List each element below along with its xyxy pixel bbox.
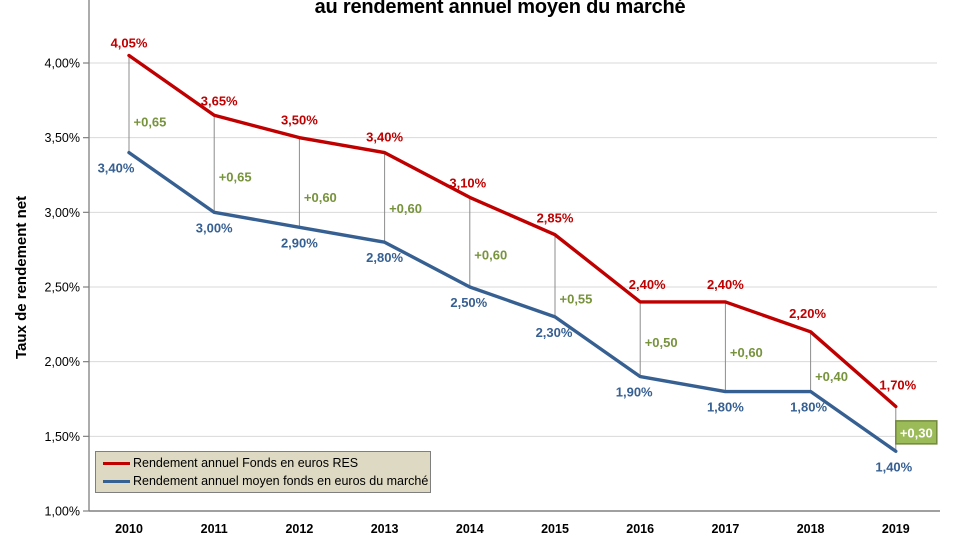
axes [83, 0, 940, 512]
legend-item-res: Rendement annuel Fonds en euros RES [103, 456, 430, 470]
chart-title: au rendement annuel moyen du marché [314, 0, 686, 18]
svg-text:2,80%: 2,80% [366, 250, 403, 265]
svg-text:2,90%: 2,90% [281, 235, 318, 250]
market-point-labels: 3,40% 3,00% 2,90% 2,80% 2,50% 2,30% 1,90% 1,80%… [98, 161, 913, 475]
svg-text:2,00%: 2,00% [45, 355, 80, 369]
svg-text:4,05%: 4,05% [111, 36, 148, 51]
svg-text:1,90%: 1,90% [616, 385, 653, 400]
market-series-line [127, 150, 898, 453]
svg-text:+0,40: +0,40 [815, 369, 848, 384]
svg-text:3,50%: 3,50% [281, 113, 318, 128]
svg-text:2018: 2018 [797, 522, 825, 536]
svg-text:+0,50: +0,50 [645, 335, 678, 350]
svg-text:+0,60: +0,60 [389, 201, 422, 216]
legend-label-res: Rendement annuel Fonds en euros RES [133, 456, 359, 470]
gridlines [89, 62, 937, 437]
legend: Rendement annuel Fonds en euros RES Rend… [95, 451, 431, 493]
svg-text:2010: 2010 [115, 522, 143, 536]
svg-text:2,50%: 2,50% [45, 281, 80, 295]
svg-text:3,40%: 3,40% [98, 161, 135, 176]
svg-text:2015: 2015 [541, 522, 569, 536]
difference-labels: +0,65 +0,65 +0,60 +0,60 +0,60 +0,55 +0,50 +0,60… [134, 115, 938, 445]
diff-highlight-box [895, 420, 938, 445]
res-series-line [127, 53, 898, 409]
res-point-labels: 4,05% 3,65% 3,50% 3,40% 3,10% 2,85% 2,40% 2,40%… [111, 36, 917, 393]
svg-text:2,30%: 2,30% [536, 325, 573, 340]
svg-text:2016: 2016 [626, 522, 654, 536]
svg-text:+0,30: +0,30 [900, 425, 933, 440]
svg-text:2017: 2017 [711, 522, 739, 536]
svg-text:+0,55: +0,55 [560, 291, 593, 306]
svg-text:3,10%: 3,10% [449, 175, 486, 190]
blue-line-swatch [103, 479, 130, 483]
svg-text:2012: 2012 [285, 522, 313, 536]
red-line-swatch [103, 461, 130, 465]
svg-text:3,00%: 3,00% [196, 220, 233, 235]
svg-text:4,00%: 4,00% [45, 57, 80, 71]
svg-text:1,00%: 1,00% [45, 505, 80, 519]
svg-text:2,50%: 2,50% [450, 295, 487, 310]
svg-text:1,50%: 1,50% [45, 430, 80, 444]
legend-item-market: Rendement annuel moyen fonds en euros du… [103, 474, 430, 488]
y-axis-tick-labels: 4,00% 3,50% 3,00% 2,50% 2,00% 1,50% 1,00% [45, 57, 80, 519]
svg-text:2011: 2011 [201, 522, 228, 536]
svg-text:+0,65: +0,65 [134, 115, 167, 130]
svg-text:1,80%: 1,80% [707, 400, 744, 415]
x-axis-category-labels: 2010 2011 2012 2013 2014 2015 2016 2017 2018 2019 [115, 522, 910, 536]
svg-text:3,65%: 3,65% [201, 93, 238, 108]
svg-text:3,00%: 3,00% [45, 206, 80, 220]
svg-text:3,50%: 3,50% [45, 131, 80, 145]
svg-text:2,40%: 2,40% [629, 277, 666, 292]
svg-text:2014: 2014 [456, 522, 484, 536]
svg-text:+0,60: +0,60 [474, 248, 507, 263]
svg-text:2013: 2013 [371, 522, 399, 536]
svg-text:3,40%: 3,40% [366, 130, 403, 145]
svg-text:2,20%: 2,20% [789, 306, 826, 321]
svg-text:+0,60: +0,60 [304, 190, 337, 205]
svg-text:1,80%: 1,80% [790, 400, 827, 415]
legend-label-market: Rendement annuel moyen fonds en euros du… [133, 474, 429, 488]
svg-text:+0,65: +0,65 [219, 169, 252, 184]
svg-text:2,85%: 2,85% [537, 211, 574, 226]
svg-text:2019: 2019 [882, 522, 910, 536]
svg-text:1,40%: 1,40% [875, 459, 912, 474]
svg-text:1,70%: 1,70% [879, 377, 916, 392]
difference-connectors [128, 55, 897, 452]
svg-text:+0,60: +0,60 [730, 345, 763, 360]
svg-text:2,40%: 2,40% [707, 277, 744, 292]
